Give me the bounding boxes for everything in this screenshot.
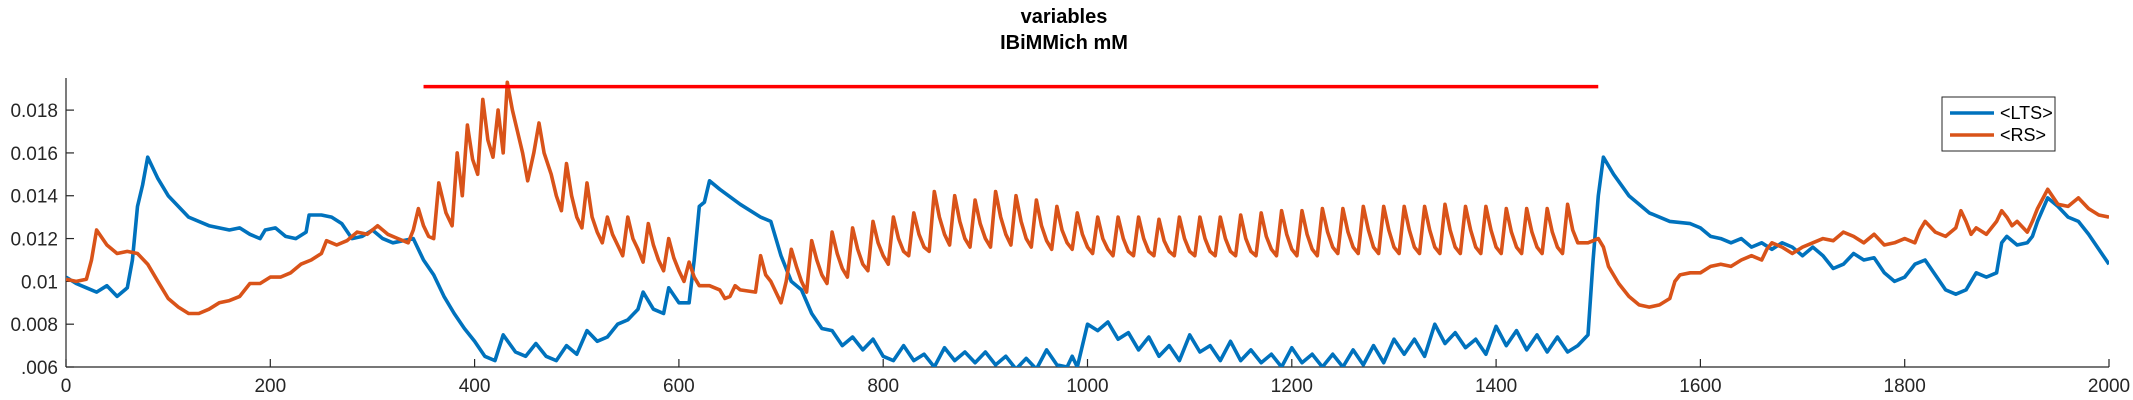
chart-title: variables [1021, 6, 1108, 28]
y-tick-label: .006 [21, 358, 58, 379]
chart-subtitle: IBiMMich mM [1000, 32, 1128, 54]
x-tick-label: 0 [61, 376, 72, 397]
y-tick-label: 0.018 [10, 101, 58, 122]
y-tick-label: 0.016 [10, 144, 58, 165]
x-tick-label: 2000 [2088, 376, 2130, 397]
legend-label: <LTS> [2000, 103, 2053, 123]
x-tick-label: 400 [459, 376, 491, 397]
series-line-rs [66, 80, 2109, 316]
y-tick-label: 0.014 [10, 187, 58, 208]
x-tick-label: 1600 [1679, 376, 1721, 397]
y-tick-label: 0.008 [10, 315, 58, 336]
x-tick-label: 200 [254, 376, 286, 397]
x-tick-label: 1000 [1066, 376, 1108, 397]
x-tick-label: 600 [663, 376, 695, 397]
plot-area: 0 200 400 600 800 1000 1200 1400 1600 1800 2000 .00… [10, 78, 2130, 397]
x-tick-label: 1800 [1884, 376, 1926, 397]
legend-box [1941, 96, 2056, 152]
x-tick-label: 1400 [1475, 376, 1517, 397]
legend-label: <RS> [2000, 125, 2046, 145]
x-tick-label: 800 [867, 376, 899, 397]
y-tick-label: 0.01 [21, 272, 58, 293]
x-tick-label: 1200 [1271, 376, 1313, 397]
y-tick-label: 0.012 [10, 230, 58, 251]
series-line-lts [66, 155, 2109, 367]
